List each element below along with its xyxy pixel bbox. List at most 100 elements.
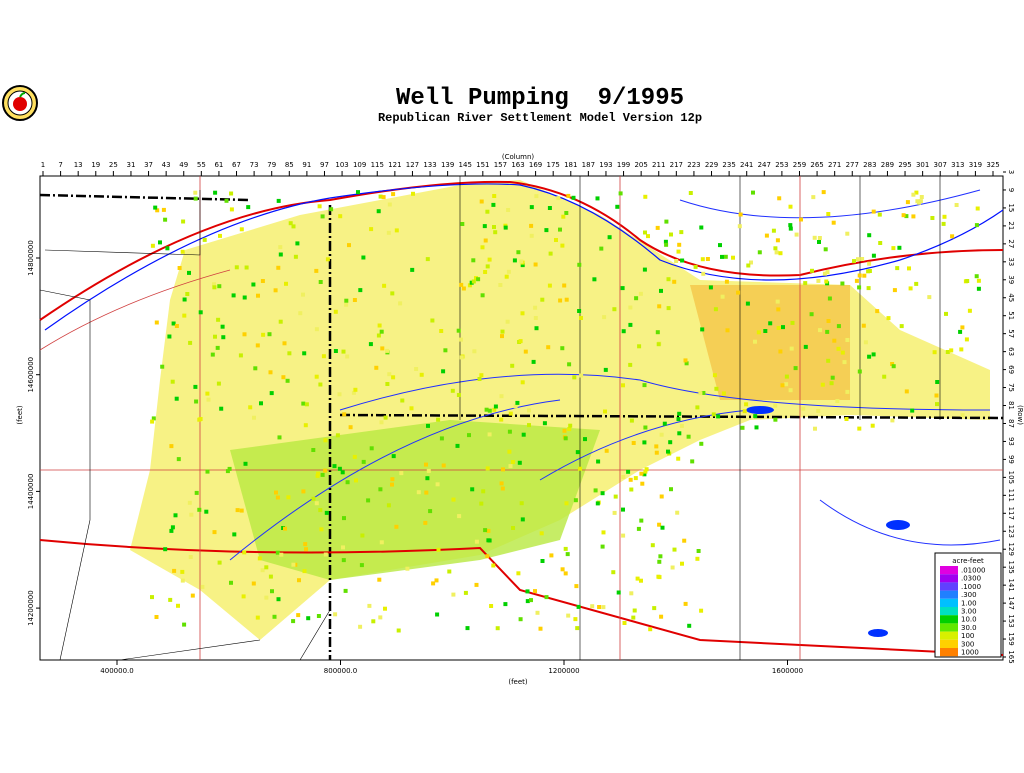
pumping-cell: [242, 295, 247, 300]
pumping-cell: [519, 501, 524, 506]
pumping-cell: [914, 190, 919, 195]
pumping-cell: [676, 417, 681, 422]
pumping-cell: [180, 578, 185, 583]
pumping-cell: [737, 224, 742, 229]
pumping-cell: [163, 547, 168, 552]
pumping-cell: [487, 257, 492, 262]
pumping-cell: [344, 298, 349, 303]
pumping-cell: [891, 246, 896, 251]
legend-label: 100: [961, 632, 974, 640]
pumping-cell: [500, 334, 504, 339]
pumping-cell: [451, 497, 456, 502]
pumping-cell: [700, 327, 705, 332]
pumping-cell: [547, 206, 552, 210]
row-tick-label: 9: [1007, 188, 1015, 192]
pumping-cell: [664, 242, 669, 247]
pumping-cell: [917, 200, 921, 205]
pumping-cell: [520, 263, 525, 268]
pumping-cell: [548, 251, 553, 256]
pumping-cell: [642, 472, 647, 477]
column-tick-label: 289: [881, 161, 894, 169]
pumping-cell: [229, 191, 234, 196]
row-tick-label: 159: [1007, 632, 1015, 645]
pumping-cell: [342, 516, 346, 521]
pumping-cell: [567, 362, 572, 367]
pumping-cell: [574, 584, 579, 589]
pumping-cell: [298, 311, 303, 316]
pumping-cell: [666, 306, 671, 311]
pumping-cell: [345, 354, 350, 359]
pumping-cell: [291, 562, 296, 567]
row-tick-label: 75: [1007, 383, 1015, 392]
pumping-cell: [705, 257, 710, 261]
pumping-cell: [216, 381, 221, 386]
pumping-cell: [932, 350, 937, 355]
pumping-cell: [877, 212, 882, 217]
column-tick-label: 319: [969, 161, 982, 169]
column-tick-label: 301: [916, 161, 929, 169]
pumping-cell: [172, 568, 177, 573]
pumping-cell: [255, 343, 260, 348]
pumping-cell: [411, 191, 415, 196]
pumping-cell: [439, 329, 444, 333]
column-tick-label: 205: [634, 161, 647, 169]
pumping-cell: [341, 349, 346, 354]
pumping-cell: [483, 528, 488, 533]
pumping-cell: [974, 274, 979, 279]
pumping-cell: [669, 232, 673, 237]
pumping-cell: [378, 194, 383, 199]
row-tick-label: 123: [1007, 525, 1015, 538]
pumping-cell: [738, 212, 743, 217]
pumping-cell: [323, 552, 328, 557]
pumping-cell: [505, 319, 510, 324]
pumping-cell: [904, 389, 909, 394]
pumping-cell: [882, 374, 887, 379]
pumping-cell: [510, 363, 515, 368]
pumping-cell: [781, 325, 785, 330]
pumping-cell: [506, 269, 511, 274]
pumping-cell: [811, 195, 816, 200]
subtitle: Republican River Settlement Model Versio…: [378, 111, 702, 125]
pumping-cell: [436, 417, 441, 422]
pumping-cell: [459, 355, 464, 360]
column-tick-label: 43: [162, 161, 171, 169]
pumping-cell: [644, 467, 649, 472]
pumping-cell: [168, 597, 173, 602]
pumping-cell: [423, 520, 428, 525]
pumping-cell: [291, 224, 296, 229]
pumping-cell: [751, 190, 755, 195]
pumping-cell: [150, 419, 155, 424]
pumping-cell: [229, 207, 234, 212]
pumping-cell: [664, 219, 669, 224]
pumping-cell: [698, 391, 703, 396]
column-tick-label: 19: [91, 161, 100, 169]
y-axis-label: (feet): [16, 405, 24, 425]
pumping-cell: [471, 258, 476, 263]
pumping-cell: [242, 332, 247, 337]
pumping-cell: [635, 576, 640, 581]
pumping-cell: [564, 501, 569, 506]
pumping-cell: [436, 547, 441, 552]
pumping-cell: [483, 238, 488, 243]
pumping-cell: [601, 530, 606, 535]
pumping-cell: [276, 597, 281, 602]
pumping-cell: [317, 204, 322, 209]
pumping-cell: [634, 296, 639, 301]
pumping-cell: [394, 524, 399, 529]
pumping-cell: [813, 426, 817, 431]
pumping-cell: [508, 411, 513, 416]
row-tick-label: 3: [1007, 170, 1015, 174]
pumping-cell: [816, 278, 821, 283]
pumping-cell: [215, 345, 220, 350]
pumping-cell: [155, 208, 160, 213]
pumping-cell: [958, 329, 963, 334]
pumping-cell: [212, 530, 217, 535]
pumping-cell: [910, 408, 915, 413]
legend-swatch: [940, 566, 958, 575]
pumping-cell: [523, 349, 528, 354]
pumping-cell: [774, 250, 779, 255]
pumping-cell: [699, 225, 704, 230]
pumping-cell: [301, 292, 305, 297]
pumping-cell: [890, 362, 895, 366]
pumping-cell: [577, 262, 582, 267]
